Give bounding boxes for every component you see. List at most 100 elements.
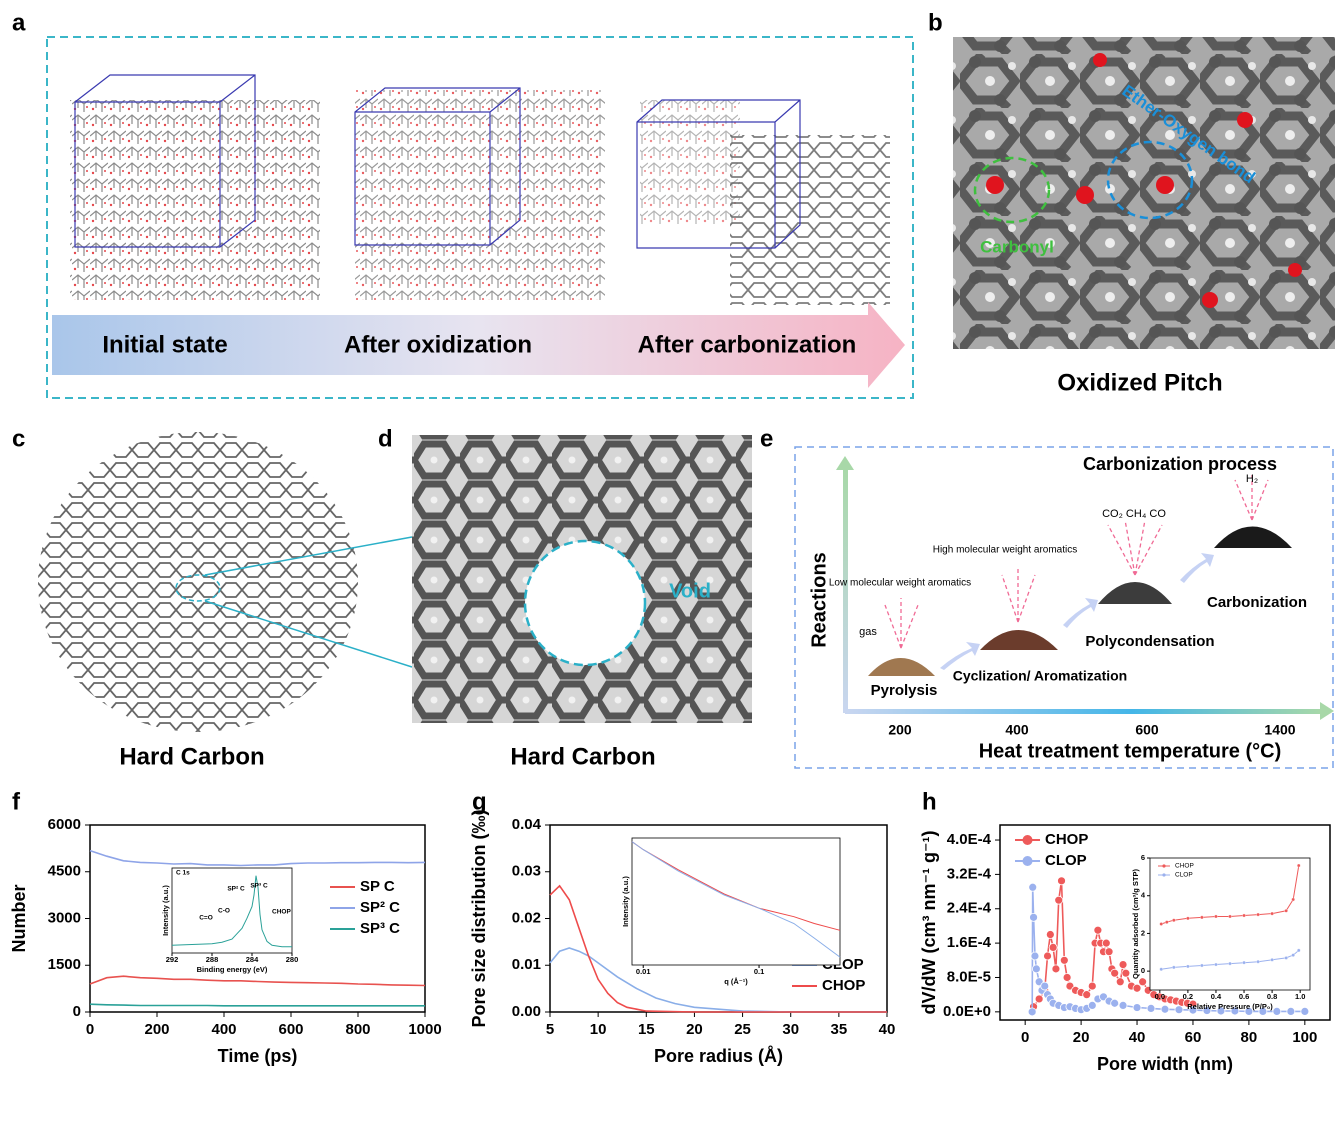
inset-frame [632,838,840,965]
data-point [1172,966,1175,969]
x-tick-label: 25 [734,1021,751,1038]
data-point [1165,921,1168,924]
x-tick-label: 800 [345,1021,370,1038]
panel-label: h [922,788,937,815]
x-tick-label: 288 [206,955,219,964]
panel-label: g [472,788,487,815]
x-axis-label: Relative Pressure (P/P₀) [1187,1002,1273,1011]
stage-label: After carbonization [638,331,857,358]
inset-frame [1150,858,1310,990]
tick-label: 600 [1135,722,1159,738]
caption: Hard Carbon [510,743,655,770]
panel-label: e [760,425,773,452]
x-tick-label: 1.0 [1295,992,1305,1001]
y-tick-label: 2 [1141,928,1145,937]
y-tick-label: 0.02 [512,909,541,926]
data-point [1094,926,1102,934]
legend-label: CHOP [1045,831,1088,848]
data-point [1133,984,1141,992]
x-tick-label: 0 [86,1021,94,1038]
x-tick-label: 400 [211,1021,236,1038]
data-point [1055,896,1063,904]
data-point [1160,968,1163,971]
caption: Oxidized Pitch [1057,369,1222,396]
y-axis-label: Pore size distribution (‰) [469,809,489,1027]
y-tick-label: 3000 [48,909,81,926]
data-point [1242,961,1245,964]
y-tick-label: 6000 [48,816,81,833]
legend-label: CHOP [822,977,865,994]
data-point [1122,969,1130,977]
data-point [1160,922,1163,925]
x-tick-label: 40 [879,1021,896,1038]
stage-label: Initial state [102,331,227,358]
data-point [1200,916,1203,919]
y-tick-label: 3.2E-4 [947,865,992,882]
legend-marker [1162,873,1165,876]
data-point [1228,962,1231,965]
data-point [1052,965,1060,973]
data-point [1161,1005,1169,1013]
legend-marker [1023,856,1033,866]
x-axis-label: q (Å⁻¹) [724,977,748,986]
x-tick-label: 0.4 [1211,992,1222,1001]
diagram-title: Carbonization process [1083,454,1277,474]
data-point [1292,954,1295,957]
x-tick-label: 60 [1185,1029,1202,1046]
tick-label: 200 [888,722,912,738]
data-point [1175,1006,1183,1014]
x-tick-label: 80 [1241,1029,1258,1046]
data-point [1035,995,1043,1003]
data-point [1116,978,1124,986]
data-point [1242,914,1245,917]
legend-label: SP³ C [360,920,400,937]
data-point [1285,909,1288,912]
panel-label: a [12,9,26,36]
release-label: CO₂ CH₄ CO [1102,508,1166,520]
figure: a Initial state After oxidization After … [0,0,1335,1131]
x-tick-label: 0.01 [636,967,651,976]
x-tick-label: 0.2 [1183,992,1193,1001]
x-tick-label: 200 [144,1021,169,1038]
y-tick-label: 0 [1141,966,1145,975]
data-point [1044,952,1052,960]
x-tick-label: 5 [546,1021,554,1038]
panel-label: d [378,425,393,452]
panel-label: c [12,425,25,452]
stage-label: Cyclization/ Aromatization [953,668,1128,684]
simulation-box [70,75,890,305]
y-tick-label: 8.0E-5 [947,968,991,985]
annotation: C=O [199,915,213,922]
data-point [1297,949,1300,952]
data-point [1031,952,1039,960]
y-axis-label: Quantity adsorbed (cm³/g STP) [1131,868,1140,979]
stage-label: Pyrolysis [871,682,938,699]
data-point [1088,1001,1096,1009]
data-point [1111,999,1119,1007]
axis-label: Heat treatment temperature (°C) [979,740,1282,762]
molecule-image [38,432,358,732]
data-point [1292,898,1295,901]
annotation: CHOP [272,909,291,916]
x-tick-label: 292 [166,955,179,964]
data-point [1029,883,1037,891]
y-tick-label: 0.01 [512,956,541,973]
data-point [1172,919,1175,922]
x-tick-label: 0.8 [1267,992,1277,1001]
x-axis-label: Binding energy (eV) [197,965,268,974]
data-point [1083,991,1091,999]
annotation: C-O [218,908,230,915]
legend-label: CLOP [1175,872,1193,879]
data-point [1058,877,1066,885]
data-point [1186,917,1189,920]
stage-label: Polycondensation [1085,633,1214,650]
release-label: Low molecular weight aromatics [829,578,971,589]
x-tick-label: 20 [1073,1029,1090,1046]
data-point [1214,915,1217,918]
data-point [1271,958,1274,961]
y-tick-label: 4.0E-4 [947,831,992,848]
y-tick-label: 0.0E+0 [943,1003,991,1020]
release-label: H₂ [1246,473,1258,485]
data-point [1028,1008,1036,1016]
y-tick-label: 0 [73,1003,81,1020]
